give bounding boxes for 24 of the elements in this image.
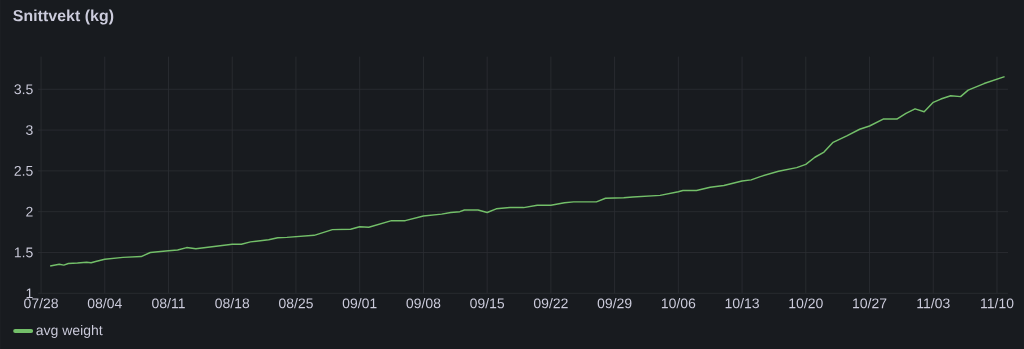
- x-tick-label: 11/10: [981, 298, 1014, 309]
- x-tick-label: 09/01: [342, 298, 377, 309]
- y-tick-label: 3: [26, 125, 33, 136]
- x-tick-label: 10/13: [725, 298, 759, 309]
- x-tick-label: 08/04: [87, 298, 122, 309]
- y-tick-label: 1: [26, 288, 33, 299]
- x-tick-label: 08/25: [279, 298, 313, 309]
- y-tick-label: 1.5: [14, 247, 33, 258]
- y-tick-label: 2.5: [14, 165, 33, 176]
- x-tick-label: 10/20: [789, 298, 823, 309]
- x-tick-label: 10/27: [853, 298, 887, 309]
- x-tick-label: 09/08: [406, 298, 441, 309]
- chart-title: Snittvekt (kg): [13, 9, 114, 25]
- x-tick-label: 09/22: [533, 298, 568, 309]
- x-tick-label: 09/15: [470, 298, 505, 309]
- x-tick-label: 08/18: [215, 298, 250, 309]
- y-tick-label: 3.5: [14, 84, 33, 95]
- y-tick-label: 2: [26, 206, 33, 217]
- x-tick-label: 07/28: [24, 298, 58, 309]
- x-tick-label: 08/11: [152, 298, 185, 309]
- legend-label: avg weight: [36, 324, 103, 338]
- x-tick-label: 10/06: [661, 298, 696, 309]
- x-tick-label: 09/29: [597, 298, 632, 309]
- x-tick-label: 11/03: [917, 298, 950, 309]
